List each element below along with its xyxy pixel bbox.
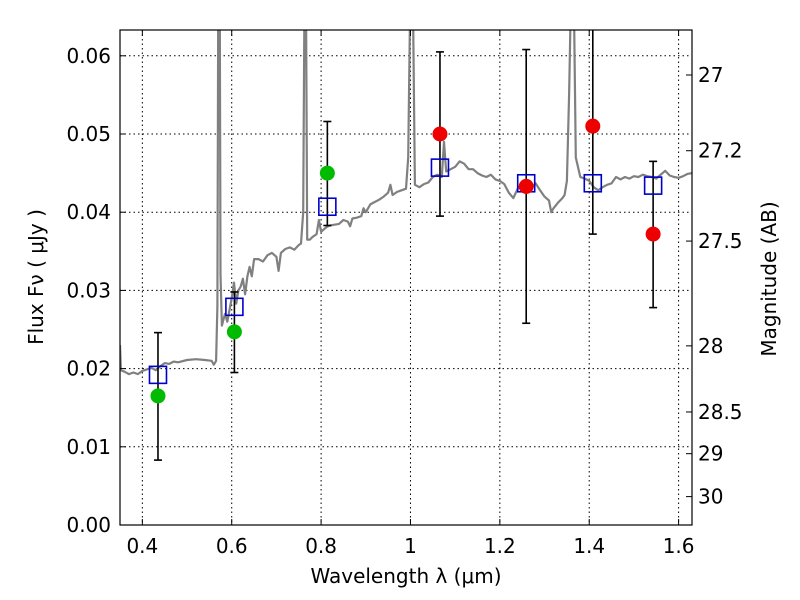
x-tick-label: 0.8 [305, 534, 337, 558]
spectrum-line [120, 30, 692, 376]
model-band-marker [148, 365, 168, 385]
right-tick-label: 28 [698, 334, 723, 358]
x-tick-label: 0.6 [216, 534, 248, 558]
photometry-point [319, 165, 335, 181]
plot-frame [119, 29, 693, 526]
y-tick-label: 0.03 [66, 278, 111, 302]
photometry-point [518, 178, 534, 194]
model-band-marker [583, 173, 603, 193]
x-tick-label: 1.4 [573, 534, 605, 558]
photometry-point [432, 126, 448, 142]
y-axis-title: Flux Fν ( μJy ) [24, 209, 48, 345]
right-tick-label: 28.5 [698, 400, 743, 424]
photometry-point [585, 118, 601, 134]
right-tick-label: 27.5 [698, 229, 743, 253]
photometry-point [645, 226, 661, 242]
errorbar-layer [153, 30, 658, 461]
y-tick-label: 0.06 [66, 44, 111, 68]
y-tick-label: 0.02 [66, 357, 111, 381]
x-tick-label: 1.2 [484, 534, 516, 558]
photometry-point [226, 324, 242, 340]
y-tick-label: 0.05 [66, 122, 111, 146]
y-tick-label: 0.01 [66, 435, 111, 459]
right-tick-label: 27.2 [698, 139, 743, 163]
x-tick-label: 1.6 [663, 534, 695, 558]
grid-lines [120, 30, 692, 526]
x-tick-label: 0.4 [126, 534, 158, 558]
right-tick-label: 29 [698, 442, 723, 466]
y-tick-label: 0.04 [66, 200, 111, 224]
tick-labels: 0.4 0.6 0.8 1 1.2 1.4 1.6 0.00 0.01 0.02 0.03 0.04 0… [66, 44, 742, 558]
photometry-point [150, 388, 166, 404]
model-band-marker [225, 297, 244, 317]
spectrum-layer [120, 30, 692, 376]
marker-layer [148, 118, 663, 404]
right-tick-label: 27 [698, 63, 723, 87]
model-band-marker [643, 176, 663, 195]
axis-ticks [120, 30, 692, 526]
y-tick-label: 0.00 [66, 513, 111, 537]
model-band-marker [430, 158, 450, 177]
x-tick-label: 1 [404, 534, 417, 558]
model-band-marker [318, 197, 337, 217]
right-axis-title: Magnitude (AB) [757, 201, 781, 356]
right-tick-label: 30 [698, 485, 723, 509]
x-axis-title: Wavelength λ (μm) [310, 564, 501, 588]
